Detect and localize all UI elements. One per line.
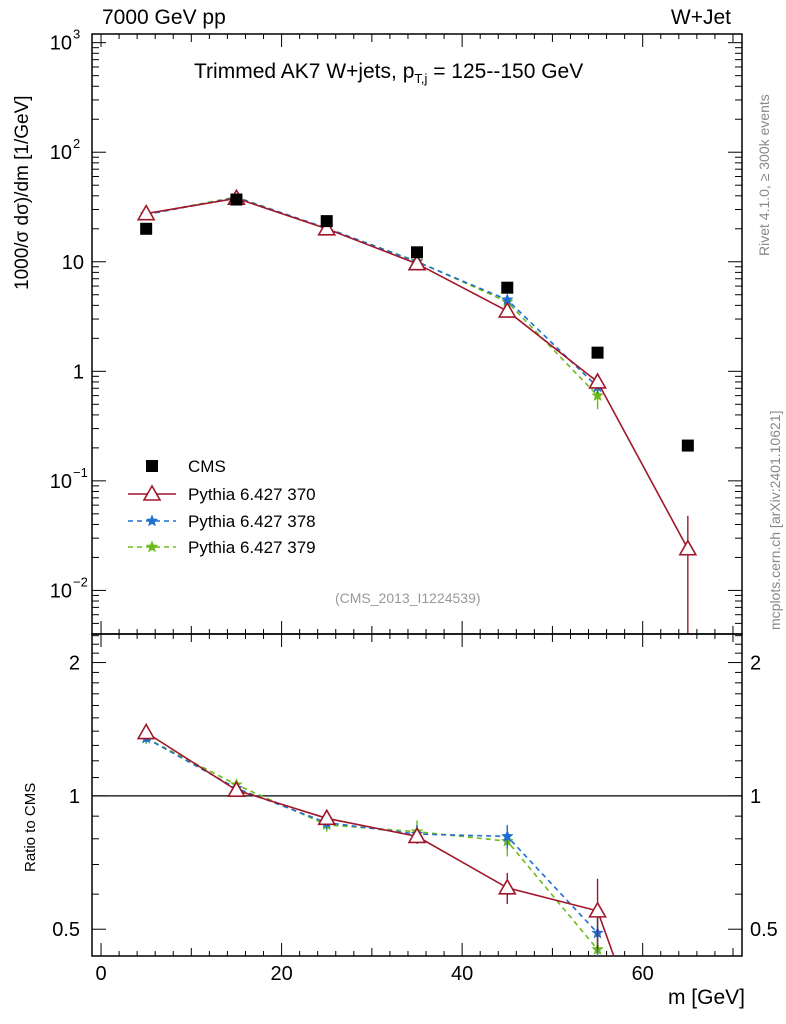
series-cms (140, 193, 694, 452)
x-axis-label: m [GeV] (667, 986, 745, 1009)
y-tick-label: 10 (62, 252, 84, 274)
series-line (146, 196, 599, 388)
ratio-y-tick-label-right: 2 (750, 653, 761, 675)
data-point (136, 204, 156, 221)
x-tick-label: 20 (270, 963, 292, 985)
legend-label: Pythia 6.427 378 (188, 512, 316, 531)
series-line (146, 196, 599, 397)
series-pythia-6-427-379 (139, 190, 604, 410)
y-tick-base: 10 (50, 142, 72, 164)
legend-item: CMS (146, 457, 226, 476)
y-tick-label: 10 −1 (50, 465, 88, 493)
legend: CMS Pythia 6.427 370 Pythia 6.427 378 Pythi… (128, 457, 316, 557)
y-tick-base: 10 (62, 252, 84, 274)
y-tick-exp: 2 (73, 136, 80, 151)
data-point (497, 878, 517, 895)
data-point (317, 219, 337, 236)
ratio-frame (91, 633, 743, 957)
ratio-panel: 0 20 40 60 0.5 0.5 1 1 2 2 (52, 633, 778, 985)
x-tick-label: 60 (632, 963, 654, 985)
data-point (142, 484, 162, 501)
y-tick-label: 10 −2 (50, 574, 88, 602)
y-tick-label: 10 3 (50, 27, 80, 55)
data-point (145, 514, 159, 527)
data-point (678, 539, 698, 556)
data-point (320, 215, 333, 228)
series-pythia-6-427-378 (139, 190, 604, 395)
chart-title: Trimmed AK7 W+jets, pT,j = 125--150 GeV (194, 60, 583, 86)
data-point (681, 439, 694, 452)
data-point (591, 388, 604, 402)
series-pythia-6-427-378 (139, 731, 604, 956)
ratio-y-tick-label-right: 1 (750, 786, 761, 808)
analysis-id-label: (CMS_2013_I1224539) (335, 590, 481, 606)
data-point (407, 254, 427, 271)
ratio-y-tick-label: 2 (69, 653, 80, 675)
ratio-y-tick-label: 1 (69, 786, 80, 808)
data-point (145, 540, 159, 553)
process-label: W+Jet (670, 6, 731, 29)
rivet-version-label: Rivet 4.1.0, ≥ 300k events (756, 94, 772, 256)
y-tick-exp: −2 (73, 574, 88, 589)
data-point (146, 460, 158, 472)
series-line (145, 737, 599, 951)
data-point (588, 901, 607, 918)
data-point (588, 372, 607, 389)
title-prefix: Trimmed AK7 W+jets, p (194, 60, 415, 83)
legend-item: Pythia 6.427 378 (128, 512, 316, 531)
source-label: mcplots.cern.ch [arXiv:2401.10621] (767, 410, 783, 630)
data-point (407, 826, 427, 844)
data-point (230, 193, 243, 206)
series-line (145, 731, 615, 957)
legend-label: CMS (188, 457, 226, 476)
ratio-y-tick-label: 0.5 (52, 919, 80, 941)
series-pythia-6-427-370 (136, 722, 615, 957)
y-tick-base: 10 (50, 580, 72, 602)
title-subscript: T,j (414, 71, 428, 87)
series-line (145, 737, 599, 934)
x-tick-label: 0 (95, 963, 106, 985)
legend-item: Pythia 6.427 379 (128, 538, 316, 557)
data-point (411, 246, 423, 259)
y-tick-base: 10 (50, 471, 72, 493)
y-tick-exp: −1 (73, 465, 88, 480)
data-point (136, 722, 156, 740)
series-pythia-6-427-379 (139, 731, 604, 956)
ratio-y-tick-label-right: 0.5 (750, 919, 778, 941)
y-tick-base: 10 (50, 33, 72, 55)
data-point (501, 281, 514, 294)
data-point (317, 808, 337, 826)
data-point (497, 301, 517, 318)
data-point (591, 346, 604, 359)
data-point (227, 780, 246, 797)
main-y-axis-label: 1000/σ dσ)/dm [1/GeV] (12, 95, 33, 290)
y-tick-label: 1 (73, 361, 84, 383)
legend-label: Pythia 6.427 379 (188, 538, 316, 557)
beam-label: 7000 GeV pp (102, 6, 226, 29)
legend-label: Pythia 6.427 370 (188, 485, 316, 504)
y-tick-exp: 3 (73, 27, 80, 42)
y-tick-label: 10 2 (50, 136, 80, 164)
x-tick-label: 40 (451, 963, 473, 985)
ratio-y-axis-label: Ratio to CMS (22, 782, 39, 872)
title-suffix: = 125--150 GeV (427, 60, 584, 83)
data-point (500, 829, 514, 842)
y-tick-base: 1 (73, 361, 84, 383)
legend-item: Pythia 6.427 370 (128, 484, 316, 504)
data-point (140, 222, 153, 235)
